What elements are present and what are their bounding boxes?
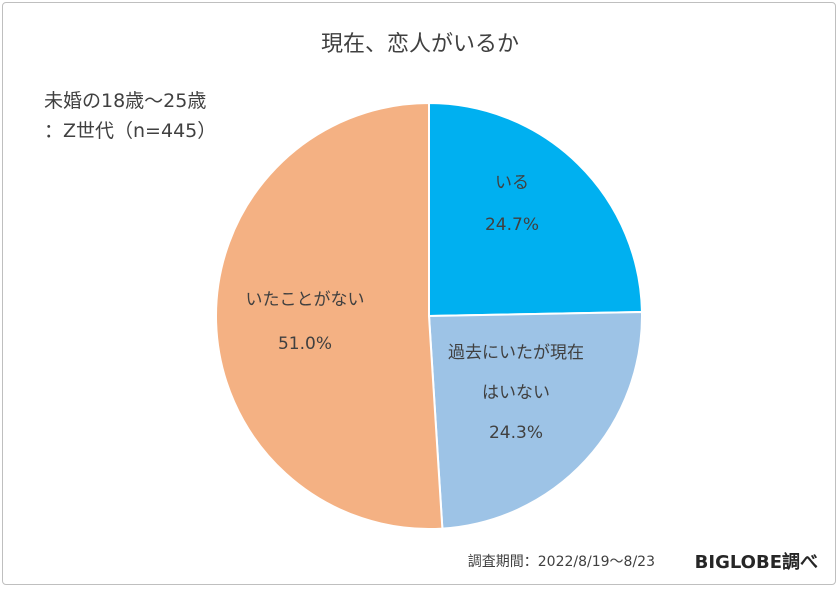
slice-category-label-1-0: 過去にいたが現在 (448, 343, 584, 363)
slice-category-label-0-0: いる (495, 173, 529, 193)
slice-category-label-2-0: いたことがない (246, 290, 365, 310)
pie-slice-1 (427, 310, 643, 530)
slice-value-label-1: 24.3% (489, 423, 543, 443)
sample-note-line-1: 未婚の18歳～25歳 (44, 90, 207, 112)
source-credit: BIGLOBE調べ (694, 552, 818, 573)
slice-category-label-1-1: はいない (482, 383, 550, 403)
pie-slice-0 (428, 101, 643, 318)
chart-title: 現在、恋人がいるか (320, 32, 519, 57)
survey-period: 調査期間：2022/8/19～8/23 (467, 554, 655, 570)
pie-slice-2 (215, 101, 444, 530)
slice-value-label-2: 51.0% (278, 334, 332, 354)
sample-note-line-2: ：Z世代（n=445） (44, 120, 217, 142)
sample-note: 未婚の18歳～25歳 ：Z世代（n=445） (44, 86, 216, 146)
slice-value-label-0: 24.7% (485, 215, 539, 235)
